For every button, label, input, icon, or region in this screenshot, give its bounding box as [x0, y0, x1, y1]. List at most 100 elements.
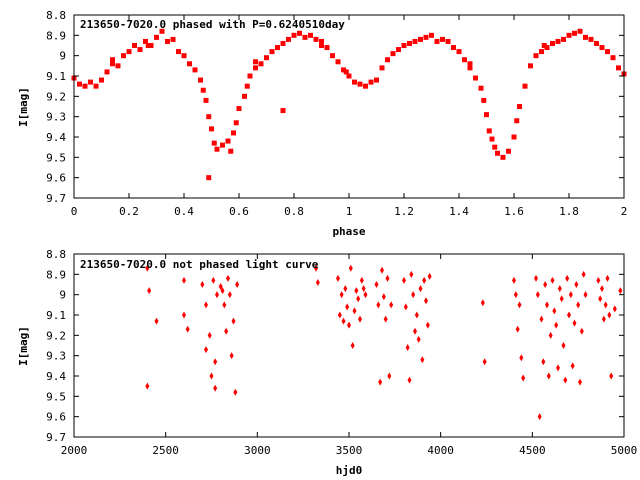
phased-y-tick-label: 9 — [59, 50, 66, 63]
phased-data-point — [555, 38, 561, 44]
phased-data-point — [541, 43, 547, 48]
phased-data-point — [368, 79, 374, 85]
unphased-data-point — [220, 287, 225, 295]
phased-data-point — [275, 45, 280, 51]
unphased-data-point — [185, 325, 190, 333]
unphased-data-point — [552, 307, 557, 315]
phased-data-point — [159, 28, 165, 34]
unphased-x-tick-label: 2000 — [61, 444, 88, 457]
unphased-data-point — [519, 354, 524, 362]
unphased-data-point — [204, 301, 208, 309]
phased-data-point — [514, 118, 520, 124]
unphased-data-point — [147, 287, 152, 295]
phased-data-point — [211, 140, 217, 146]
unphased-data-point — [581, 270, 586, 278]
phased-x-tick-label: 2 — [621, 205, 628, 218]
phased-data-point — [511, 134, 517, 140]
unphased-data-point — [561, 342, 566, 349]
unphased-y-tick-label: 9.1 — [46, 309, 66, 322]
unphased-data-point — [213, 358, 218, 366]
phased-data-point — [396, 47, 401, 53]
phased-data-point — [297, 30, 302, 36]
unphased-data-point — [535, 291, 540, 299]
phased-data-point — [561, 36, 566, 42]
phased-x-tick-label: 1 — [346, 205, 353, 218]
phased-data-point — [93, 83, 99, 89]
unphased-data-point — [381, 293, 386, 301]
unphased-data-point — [565, 274, 570, 282]
phased-data-point — [390, 51, 396, 57]
phased-data-point — [429, 32, 434, 38]
unphased-data-point — [209, 372, 214, 380]
unphased-data-point — [579, 327, 584, 335]
unphased-data-point — [601, 315, 606, 323]
phased-data-point — [247, 73, 253, 79]
unphased-data-point — [226, 274, 230, 282]
unphased-data-point — [358, 315, 362, 323]
phased-data-point — [132, 43, 137, 48]
unphased-data-point — [603, 301, 608, 309]
unphased-data-point — [215, 291, 219, 299]
unphased-data-point — [348, 264, 353, 272]
phased-data-point — [346, 73, 352, 79]
unphased-data-point — [416, 335, 421, 343]
phased-y-tick-label: 8.8 — [46, 9, 66, 22]
phased-y-tick-label: 9.2 — [46, 90, 66, 103]
phased-y-tick-label: 9.5 — [46, 151, 66, 164]
unphased-data-point — [411, 291, 416, 299]
unphased-y-tick-label: 9.7 — [46, 431, 66, 444]
phased-y-tick-label: 9.6 — [46, 172, 66, 185]
phased-data-point — [385, 57, 390, 63]
unphased-data-point — [409, 270, 414, 278]
unphased-data-point — [343, 285, 348, 293]
unphased-data-point — [207, 331, 212, 339]
phased-data-point — [566, 32, 572, 38]
phased-data-point — [616, 65, 621, 71]
phased-data-point — [170, 36, 176, 42]
phased-x-tick-label: 1.4 — [449, 205, 469, 218]
unphased-data-point — [537, 413, 542, 421]
unphased-x-tick-label: 5000 — [611, 444, 638, 457]
unphased-data-point — [480, 299, 485, 307]
phased-data-point — [99, 77, 104, 83]
phased-data-point — [445, 38, 451, 44]
phased-data-point — [583, 34, 588, 40]
unphased-data-point — [380, 266, 384, 274]
phased-data-point — [200, 87, 206, 93]
phased-data-point — [258, 61, 264, 67]
unphased-data-point — [218, 283, 223, 291]
unphased-data-point — [513, 291, 518, 299]
unphased-data-point — [354, 287, 359, 295]
unphased-data-point — [554, 321, 559, 329]
unphased-data-point — [600, 285, 604, 293]
unphased-data-point — [598, 295, 603, 303]
unphased-data-point — [213, 384, 218, 392]
unphased-data-point — [231, 317, 236, 325]
unphased-data-point — [605, 274, 610, 282]
phased-data-point — [115, 63, 121, 69]
unphased-y-tick-label: 9.5 — [46, 390, 66, 403]
phased-data-point — [343, 69, 349, 75]
phased-data-point — [467, 65, 473, 71]
phased-x-tick-label: 1.6 — [504, 205, 524, 218]
phased-x-axis-title: phase — [332, 225, 365, 238]
phased-data-point — [500, 154, 506, 160]
unphased-data-point — [211, 276, 216, 284]
unphased-data-point — [359, 276, 364, 284]
phased-data-point — [165, 38, 170, 44]
unphased-data-point — [339, 291, 344, 299]
unphased-data-point — [545, 301, 549, 309]
unphased-chart: 2000 2500 3000 3500 4000 4500 5000 8.8 8.9 9 9.1 9.… — [17, 248, 637, 477]
phased-data-point — [335, 59, 341, 65]
phased-y-tick-label: 9.4 — [46, 131, 66, 144]
phased-data-point — [319, 43, 324, 48]
phased-data-point — [154, 34, 159, 40]
unphased-y-tick-label: 8.8 — [46, 248, 66, 261]
phased-data-point — [363, 83, 368, 89]
phased-data-point — [577, 28, 583, 34]
phased-chart: 0 0.2 0.4 0.6 0.8 1 1.2 1.4 1.6 1.8 2 8.8 8.9 9 9.1 9.2… — [17, 9, 627, 238]
unphased-y-axis-title: I[mag] — [17, 326, 30, 366]
phased-data-point — [467, 61, 473, 67]
unphased-data-point — [405, 344, 410, 352]
unphased-data-point — [387, 372, 392, 380]
